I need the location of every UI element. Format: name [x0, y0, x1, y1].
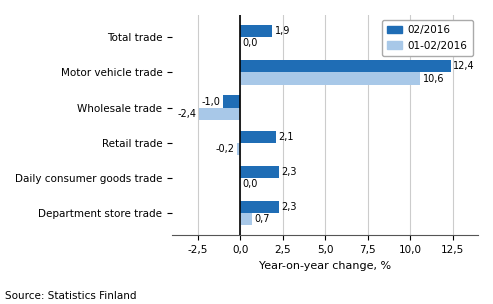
- Text: 2,1: 2,1: [279, 132, 294, 142]
- Text: 2,3: 2,3: [282, 167, 297, 177]
- Text: 10,6: 10,6: [423, 74, 444, 84]
- Bar: [240, 213, 252, 226]
- Legend: 02/2016, 01-02/2016: 02/2016, 01-02/2016: [382, 20, 473, 56]
- Bar: [240, 201, 279, 213]
- Text: 2,3: 2,3: [282, 202, 297, 212]
- Text: 0,0: 0,0: [243, 179, 258, 189]
- Bar: [240, 60, 451, 72]
- Bar: [199, 108, 240, 120]
- Text: -1,0: -1,0: [202, 96, 220, 106]
- Text: 0,7: 0,7: [254, 214, 270, 224]
- Bar: [237, 143, 240, 155]
- Bar: [240, 72, 420, 85]
- Text: 1,9: 1,9: [275, 26, 290, 36]
- Bar: [240, 166, 279, 178]
- X-axis label: Year-on-year change, %: Year-on-year change, %: [259, 261, 391, 271]
- Text: -2,4: -2,4: [178, 109, 197, 119]
- Text: 0,0: 0,0: [243, 39, 258, 48]
- Bar: [240, 130, 276, 143]
- Bar: [240, 25, 272, 37]
- Text: 12,4: 12,4: [454, 61, 475, 71]
- Text: -0,2: -0,2: [215, 144, 234, 154]
- Bar: [223, 95, 240, 108]
- Text: Source: Statistics Finland: Source: Statistics Finland: [5, 291, 137, 301]
